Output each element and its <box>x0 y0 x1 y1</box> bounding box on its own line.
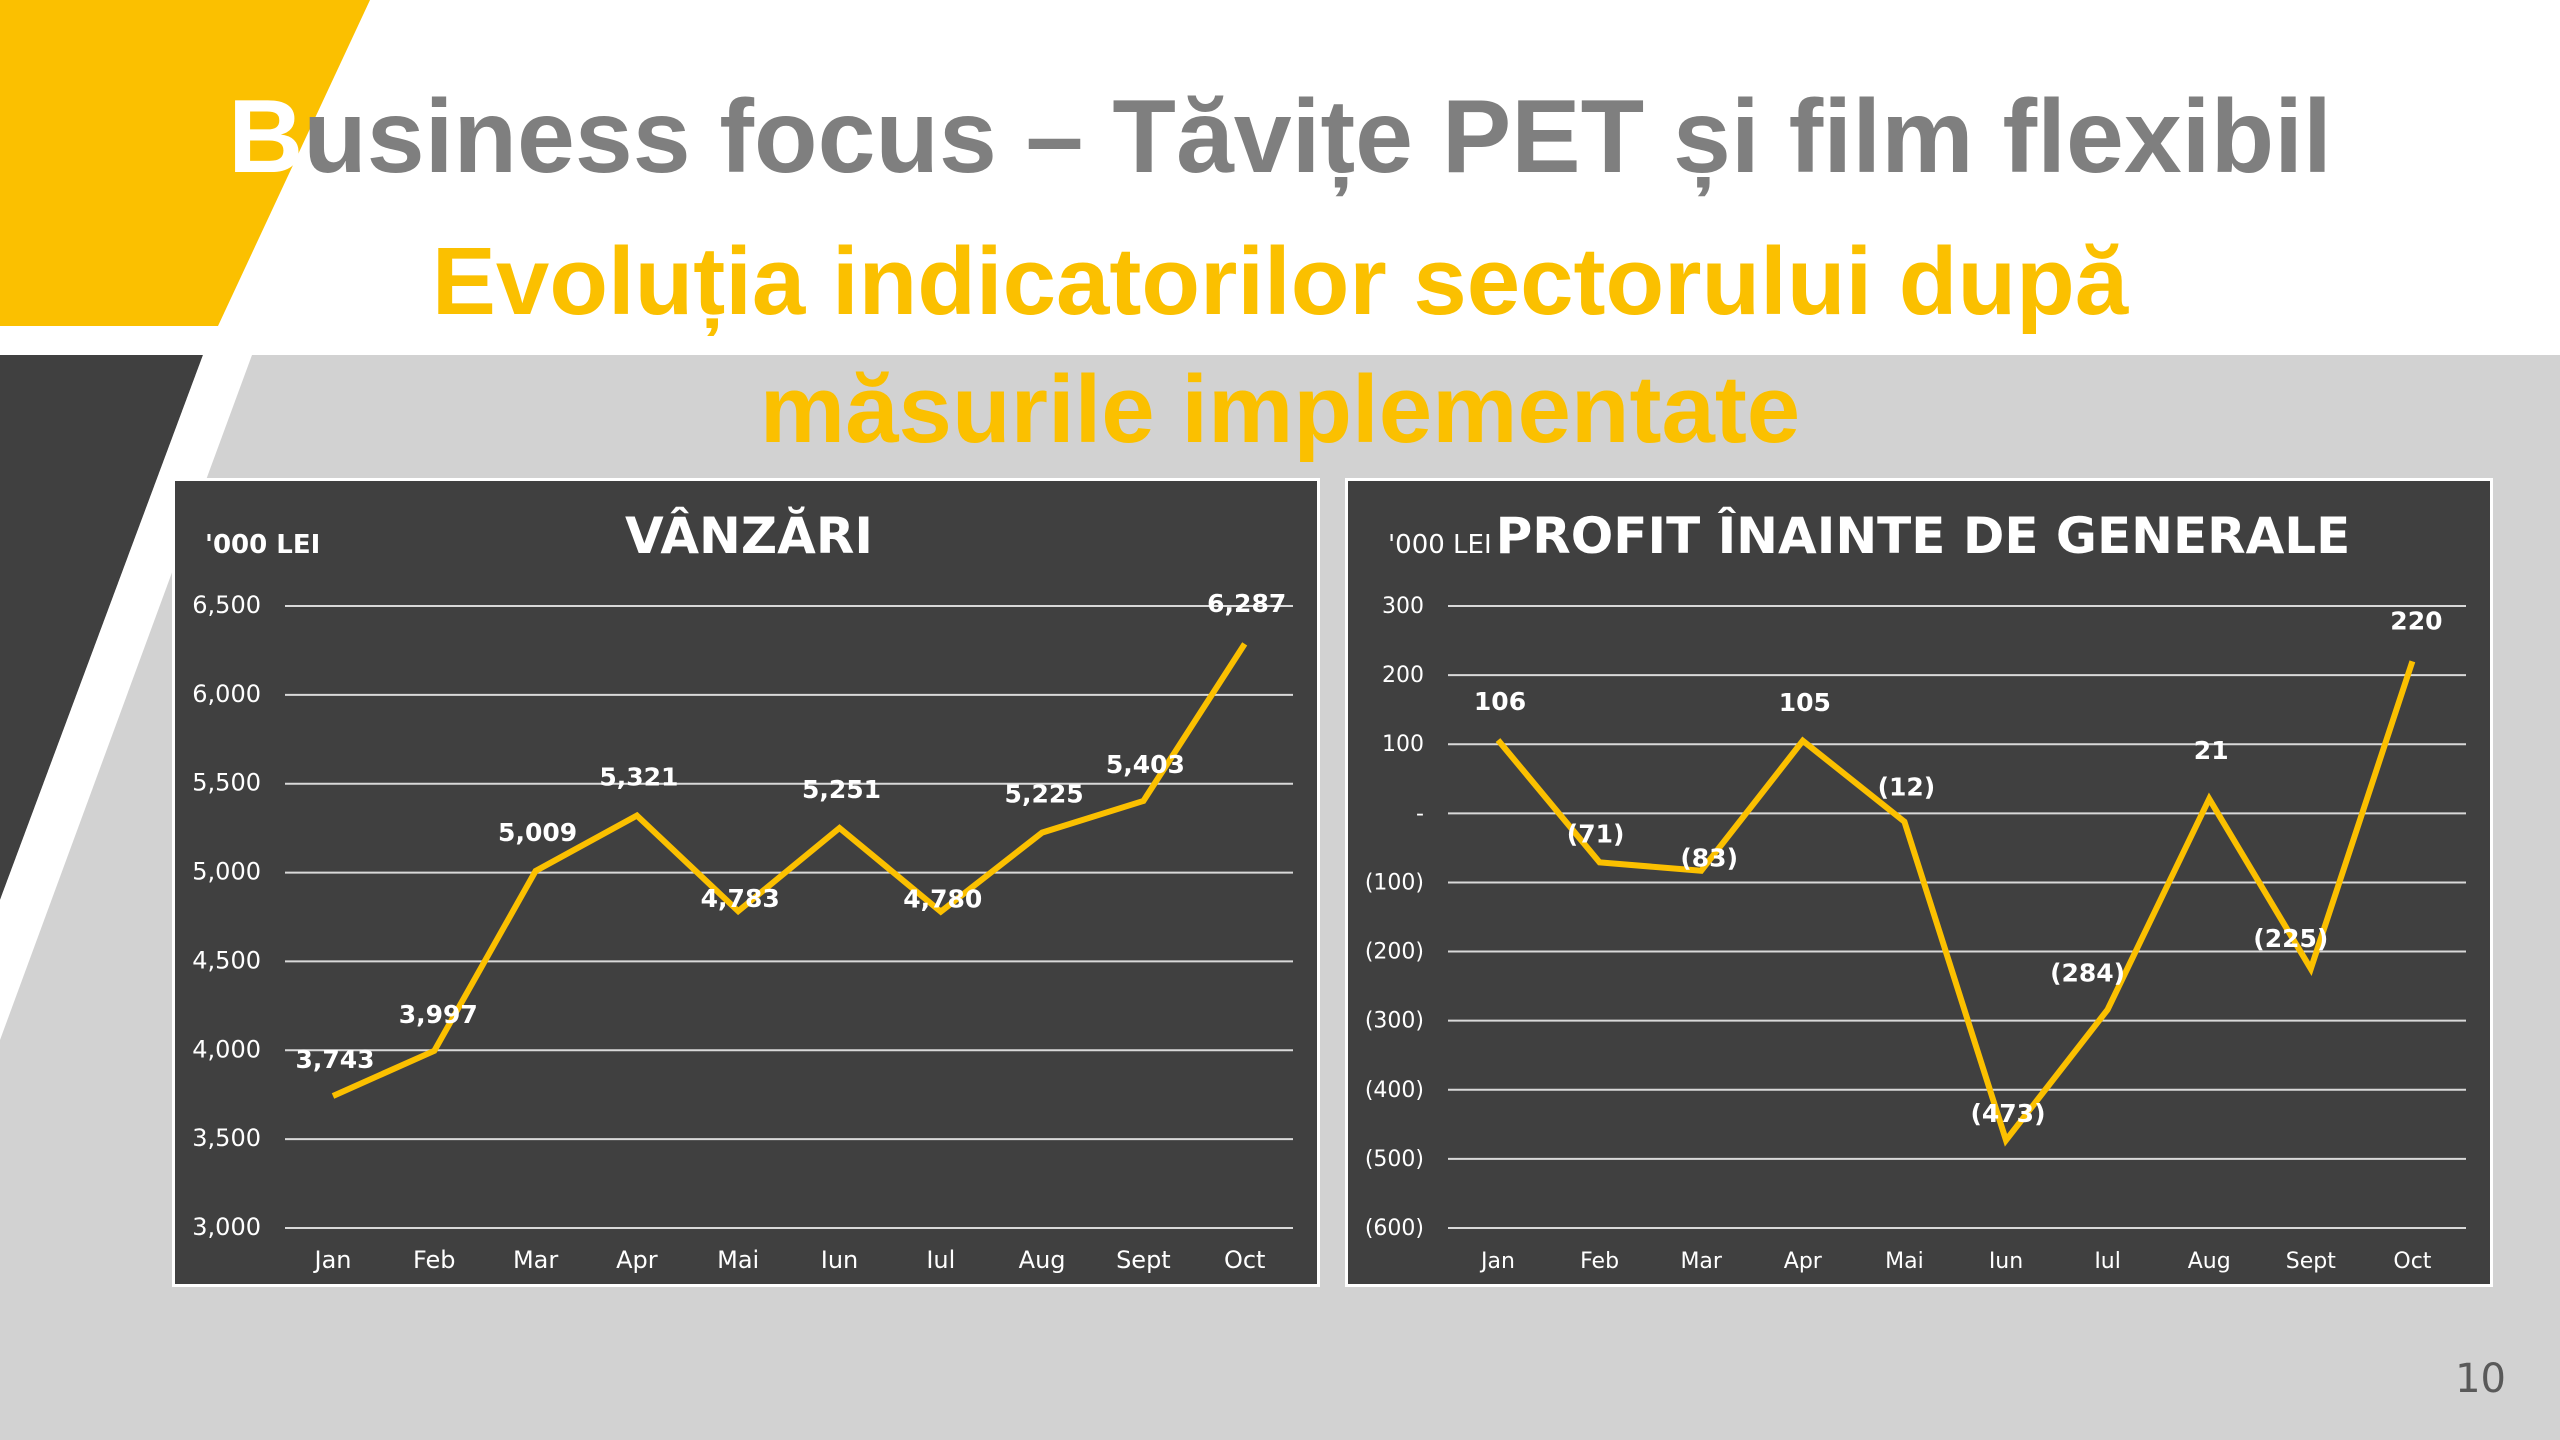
data-label: (225) <box>2253 924 2328 953</box>
data-label: 3,997 <box>399 1000 478 1029</box>
y-tick-label: (600) <box>1365 1216 1424 1241</box>
profit-chart-panel: '000 LEI PROFIT ÎNAINTE DE GENERALE (600) (… <box>1345 478 2493 1287</box>
data-label: (473) <box>1970 1099 2045 1128</box>
x-tick-label: Mai <box>717 1246 759 1274</box>
x-tick-label: Apr <box>616 1246 658 1274</box>
page-number: 10 <box>2455 1356 2506 1402</box>
y-tick-label: 4,500 <box>192 946 261 974</box>
data-label: 5,225 <box>1005 780 1084 809</box>
y-tick-label: - <box>1416 801 1424 826</box>
data-label: 4,783 <box>701 884 780 913</box>
data-label: (12) <box>1878 773 1936 802</box>
data-label: (83) <box>1680 844 1738 873</box>
data-label: 4,780 <box>903 885 982 914</box>
y-tick-label: 4,000 <box>192 1035 261 1063</box>
y-tick-label: 5,000 <box>192 858 261 886</box>
chart-svg: '000 LEI PROFIT ÎNAINTE DE GENERALE (600) (… <box>1365 506 2466 1274</box>
subtitle-line-2: măsurile implementate <box>759 356 1801 463</box>
yellow-corner-shape <box>0 0 370 326</box>
y-tick-label: 3,000 <box>192 1213 261 1241</box>
y-tick-label: (400) <box>1365 1078 1424 1103</box>
y-tick-label: 300 <box>1382 594 1424 619</box>
slide-subtitle: Evoluția indicatorilor sectorului după m… <box>0 218 2560 474</box>
x-tick-label: Oct <box>1224 1246 1266 1274</box>
sales-chart-panel: '000 LEI VÂNZĂRI 3,000 3,500 4,000 4,500 5,000… <box>172 478 1320 1287</box>
y-tick-label: 6,500 <box>192 591 261 619</box>
data-label: 21 <box>2194 736 2229 765</box>
y-tick-label: 5,500 <box>192 769 261 797</box>
x-tick-label: Iun <box>821 1246 859 1274</box>
y-tick-label: 100 <box>1382 732 1424 757</box>
data-label: 5,321 <box>599 763 678 792</box>
data-label: (284) <box>2050 959 2125 988</box>
data-line <box>331 642 1248 1099</box>
unit-label: '000 LEI <box>205 530 320 560</box>
data-label: 5,009 <box>498 818 577 847</box>
data-line <box>1495 660 2416 1147</box>
x-tick-label: Iun <box>1989 1249 2023 1274</box>
y-tick-label: (500) <box>1365 1147 1424 1172</box>
x-tick-label: Sept <box>2286 1249 2336 1274</box>
y-tick-label: (300) <box>1365 1009 1424 1034</box>
x-tick-label: Iul <box>926 1246 955 1274</box>
x-tick-label: Apr <box>1784 1249 1823 1274</box>
data-label: 5,403 <box>1106 750 1185 779</box>
x-tick-label: Sept <box>1116 1246 1171 1274</box>
chart-title: VÂNZĂRI <box>625 506 873 565</box>
subtitle-line-1: Evoluția indicatorilor sectorului după <box>431 228 2129 335</box>
y-tick-label: 6,000 <box>192 680 261 708</box>
chart-svg: '000 LEI VÂNZĂRI 3,000 3,500 4,000 4,500 5,000… <box>192 506 1293 1274</box>
data-label: 3,743 <box>295 1045 374 1074</box>
x-tick-label: Feb <box>1580 1249 1619 1274</box>
y-tick-label: (200) <box>1365 940 1424 965</box>
data-label: 105 <box>1779 688 1831 717</box>
x-tick-label: Mai <box>1885 1249 1924 1274</box>
x-tick-label: Oct <box>2393 1249 2431 1274</box>
unit-label: '000 LEI <box>1388 530 1492 560</box>
x-tick-label: Feb <box>413 1246 456 1274</box>
x-tick-label: Aug <box>2188 1249 2231 1274</box>
data-label: 106 <box>1474 687 1526 716</box>
data-label: 5,251 <box>802 775 881 804</box>
y-tick-label: 200 <box>1382 663 1424 688</box>
data-label: 6,287 <box>1207 589 1286 618</box>
y-tick-label: 3,500 <box>192 1124 261 1152</box>
data-label: 220 <box>2390 606 2442 635</box>
x-tick-label: Aug <box>1019 1246 1066 1274</box>
data-label: (71) <box>1567 819 1625 848</box>
y-tick-label: (100) <box>1365 870 1424 895</box>
x-tick-label: Mar <box>513 1246 558 1274</box>
chart-title: PROFIT ÎNAINTE DE GENERALE <box>1496 506 2351 565</box>
title-first-letter: B <box>228 79 304 195</box>
x-tick-label: Jan <box>1479 1249 1515 1274</box>
title-rest: usiness focus – Tăvițe PET și film flexi… <box>303 79 2332 195</box>
x-tick-label: Jan <box>313 1246 352 1274</box>
x-tick-label: Mar <box>1680 1249 1722 1274</box>
slide-title: Business focus – Tăvițe PET și film flex… <box>0 78 2560 197</box>
x-tick-label: Iul <box>2094 1249 2121 1274</box>
